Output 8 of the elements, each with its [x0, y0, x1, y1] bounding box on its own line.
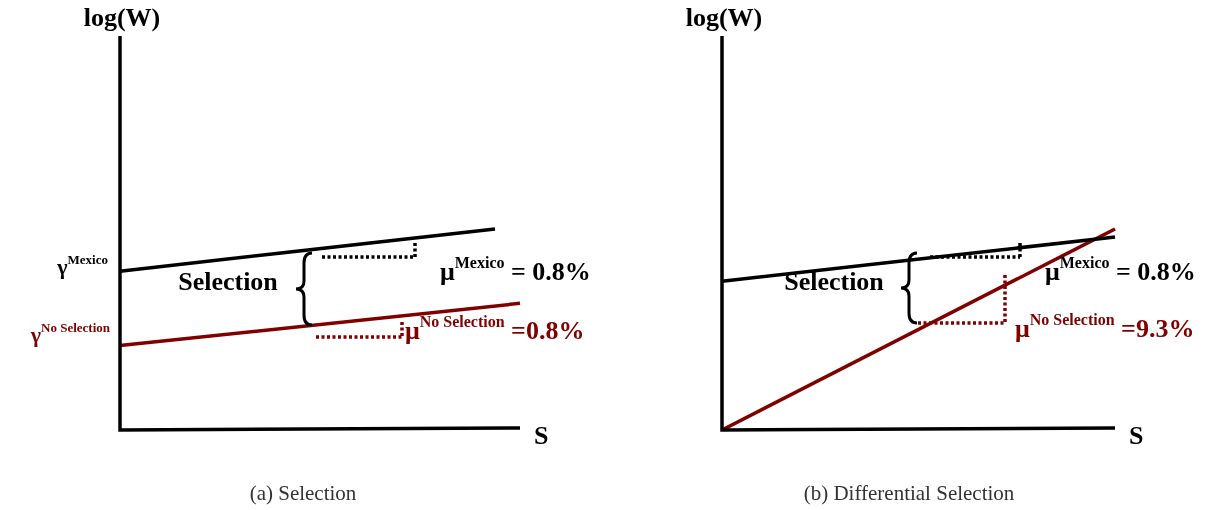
text: (b) Differential Selection	[803, 481, 1015, 505]
y-axis-title: log(W)	[83, 3, 161, 32]
x-axis-title: S	[534, 421, 549, 450]
x-axis-title: S	[1129, 421, 1144, 450]
annotation: Selection	[784, 267, 885, 296]
y-axis-title: log(W)	[685, 3, 763, 32]
annotation: Selection	[178, 267, 279, 296]
text: (a) Selection	[249, 481, 357, 505]
